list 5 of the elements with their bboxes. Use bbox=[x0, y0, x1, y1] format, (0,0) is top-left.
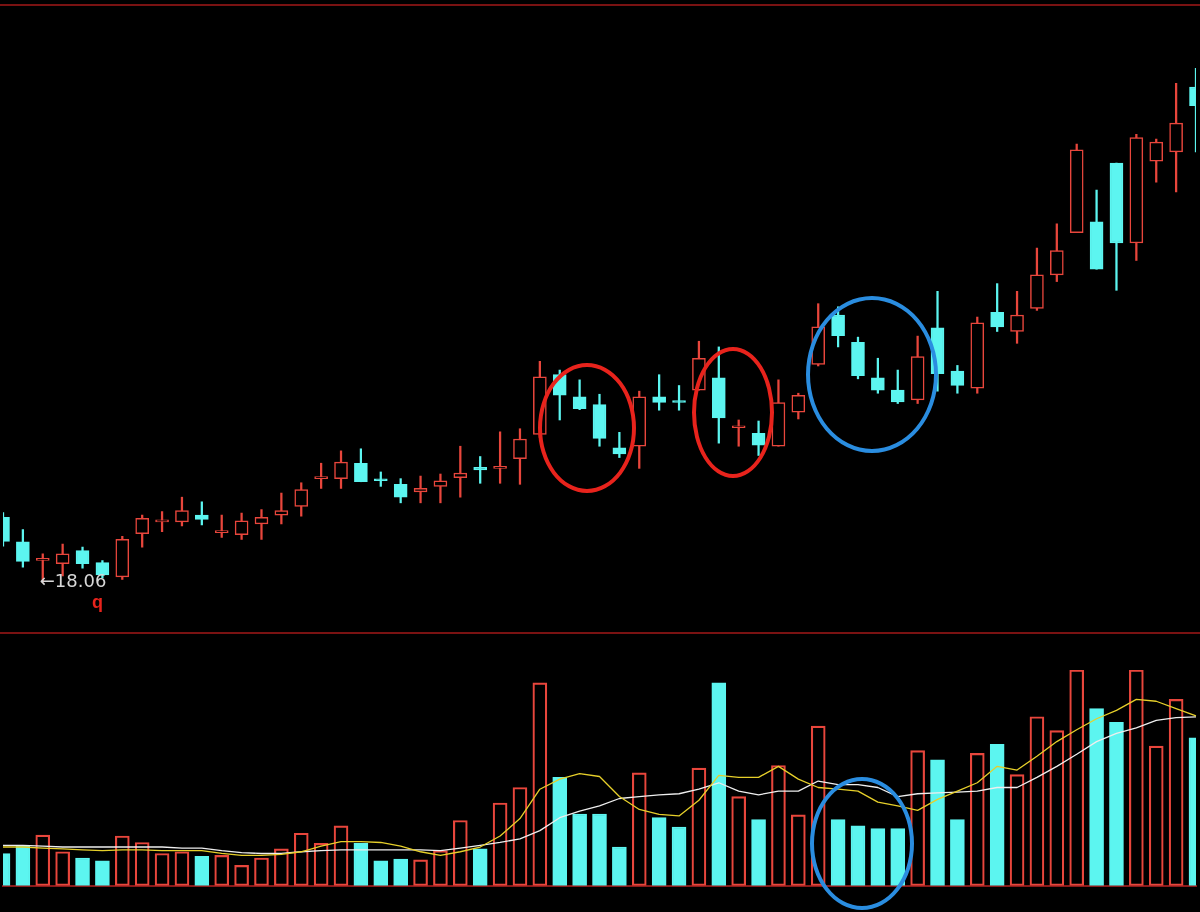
candlestick bbox=[254, 509, 269, 540]
annotation: ←18.06 bbox=[39, 570, 107, 592]
text: q bbox=[92, 591, 104, 612]
candlestick bbox=[612, 432, 627, 458]
candlestick bbox=[433, 473, 448, 504]
